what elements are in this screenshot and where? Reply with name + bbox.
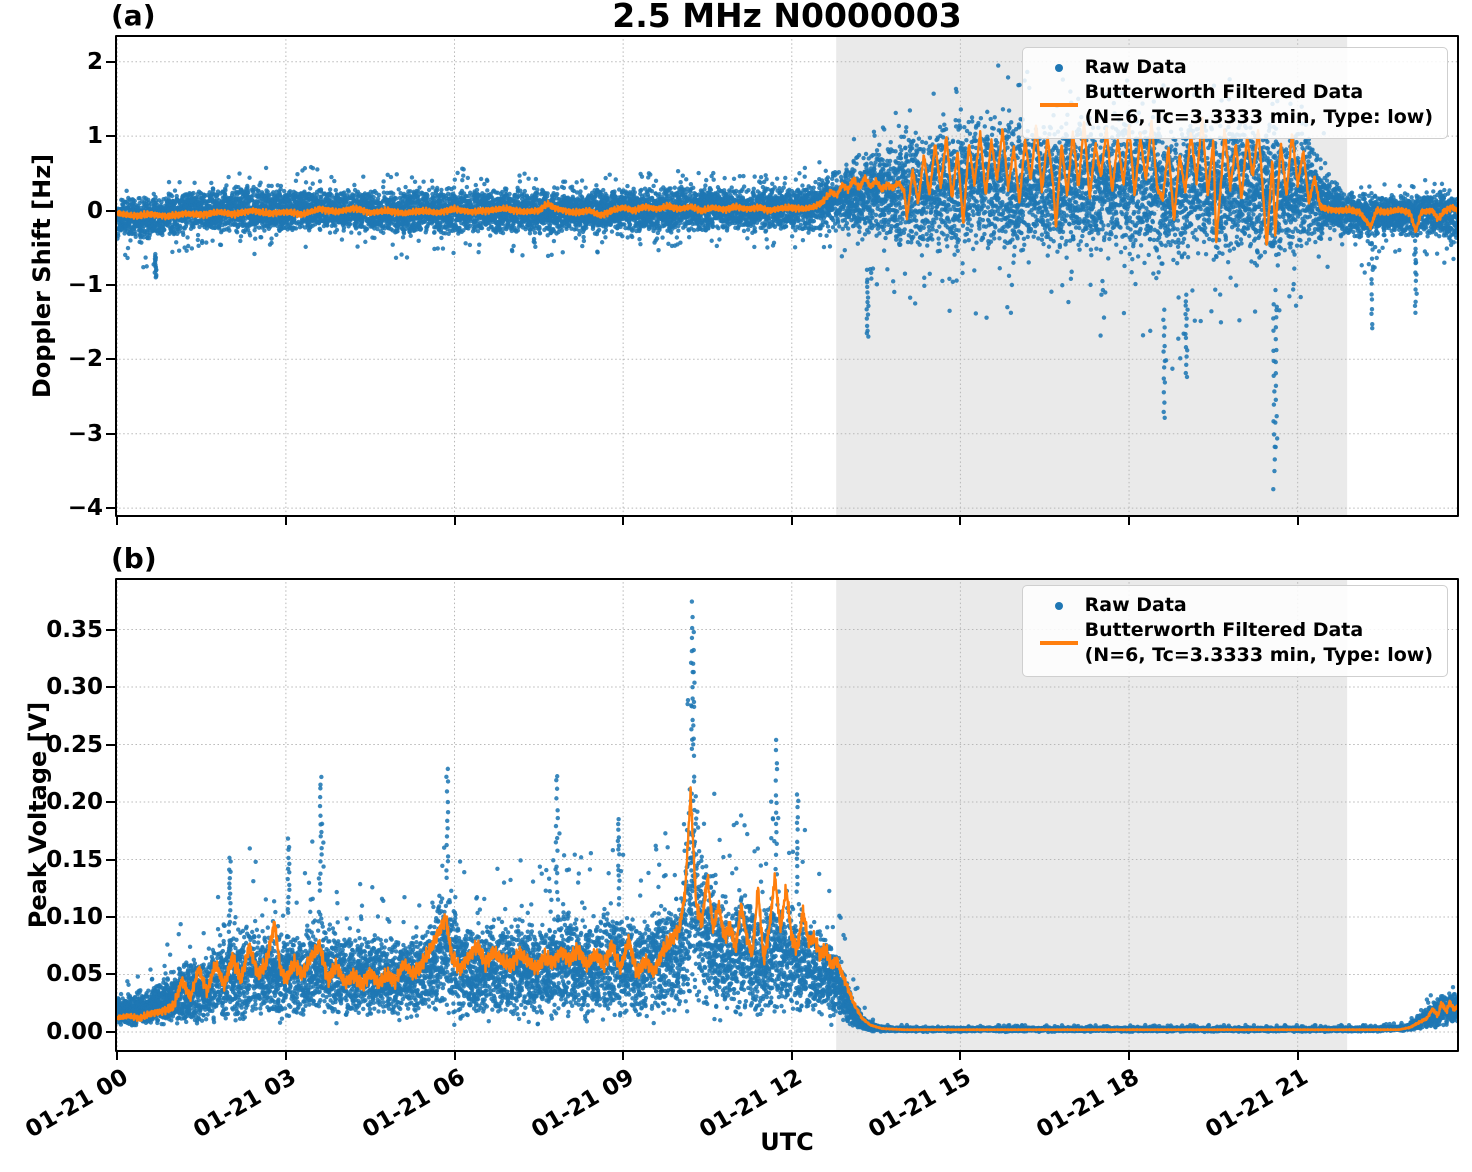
legend-filtered-line1: Butterworth Filtered Data <box>1084 619 1364 642</box>
y-tick-label: 0.35 <box>46 616 103 643</box>
legend-raw-data-row: Raw Data <box>1033 593 1433 618</box>
y-tickmark <box>106 507 115 510</box>
y-tick-label: 0 <box>86 197 103 224</box>
y-tickmark <box>106 686 115 688</box>
chart-title: 2.5 MHz N0000003 <box>612 0 962 35</box>
y-tickmark <box>106 743 115 746</box>
doppler-shift-axis-label: Doppler Shift [Hz] <box>28 153 56 399</box>
y-tickmark <box>106 628 115 631</box>
x-tick-label: 01-21 00 <box>20 1064 133 1144</box>
x-tickmark <box>790 517 793 525</box>
legend-filtered-data-label: Butterworth Filtered Data (N=6, Tc=3.333… <box>1085 618 1433 668</box>
x-tickmark <box>959 1052 962 1060</box>
legend-filtered-line2: (N=6, Tc=3.3333 min, Type: low) <box>1084 644 1433 667</box>
x-tickmark <box>116 517 119 525</box>
x-tick-label: 01-21 15 <box>864 1064 976 1144</box>
legend-panel-b: Raw Data Butterworth Filtered Data (N=6,… <box>1021 585 1448 678</box>
x-tickmark <box>622 517 625 525</box>
x-tickmark <box>790 1052 793 1060</box>
peak-voltage-plot-area: Raw Data Butterworth Filtered Data (N=6,… <box>115 578 1459 1052</box>
x-tick-label: 01-21 18 <box>1032 1064 1145 1144</box>
x-tickmark <box>622 1052 625 1060</box>
y-tick-label: 0.20 <box>46 789 103 815</box>
x-tick-label: 01-21 03 <box>189 1064 301 1144</box>
legend-raw-data-label: Raw Data <box>1084 594 1187 616</box>
legend-filtered-line2: (N=6, Tc=3.3333 min, Type: low) <box>1084 106 1433 129</box>
y-tickmark <box>106 209 115 212</box>
y-tickmark <box>106 60 115 63</box>
x-tickmark <box>1128 1052 1131 1060</box>
raw-data-dot-icon <box>1033 601 1085 610</box>
legend-panel-a: Raw Data Butterworth Filtered Data (N=6,… <box>1021 47 1448 140</box>
y-tick-label: 0.10 <box>46 903 103 930</box>
y-tick-label: 0.30 <box>46 674 103 700</box>
y-tick-label: 2 <box>86 48 103 75</box>
y-tick-label: 0.00 <box>46 1018 103 1045</box>
y-tick-label: −4 <box>67 495 103 522</box>
filtered-line-icon <box>1033 641 1085 646</box>
x-tickmark <box>453 517 456 525</box>
x-tickmark <box>284 517 287 525</box>
legend-raw-data-row: Raw Data <box>1033 55 1433 80</box>
x-tick-label: 01-21 06 <box>358 1064 470 1144</box>
y-tick-label: 0.15 <box>46 846 103 873</box>
y-tickmark <box>106 858 115 861</box>
x-tickmark <box>959 517 962 525</box>
filtered-line-icon <box>1033 103 1085 108</box>
x-tickmark <box>284 1052 287 1060</box>
panel-b-label: (b) <box>111 542 157 575</box>
y-tick-label: 0.05 <box>46 961 103 988</box>
utc-axis-label: UTC <box>760 1128 814 1156</box>
y-tickmark <box>106 801 115 803</box>
raw-data-dot-icon <box>1033 63 1085 72</box>
x-tickmark <box>1296 517 1299 525</box>
y-tick-label: −2 <box>67 346 103 373</box>
y-tickmark <box>106 432 115 435</box>
y-tickmark <box>106 1030 115 1033</box>
panel-a-label: (a) <box>111 0 156 32</box>
legend-raw-data-label: Raw Data <box>1084 56 1187 78</box>
x-tickmark <box>453 1052 456 1060</box>
x-tick-label: 01-21 21 <box>1201 1064 1313 1144</box>
y-tick-label: 1 <box>86 123 103 150</box>
y-tickmark <box>106 915 115 918</box>
y-tick-label: −1 <box>67 271 103 298</box>
legend-filtered-data-row: Butterworth Filtered Data (N=6, Tc=3.333… <box>1033 618 1433 668</box>
x-tickmark <box>1128 517 1131 525</box>
legend-filtered-data-label: Butterworth Filtered Data (N=6, Tc=3.333… <box>1085 80 1433 130</box>
y-tickmark <box>106 973 115 976</box>
x-tick-label: 01-21 09 <box>526 1064 639 1144</box>
y-tickmark <box>106 135 115 138</box>
y-tickmark <box>106 283 115 286</box>
x-tickmark <box>1296 1052 1299 1060</box>
doppler-shift-plot-area: Raw Data Butterworth Filtered Data (N=6,… <box>115 35 1459 517</box>
x-tickmark <box>116 1052 119 1060</box>
y-tick-label: −3 <box>67 420 103 447</box>
legend-filtered-line1: Butterworth Filtered Data <box>1084 81 1364 104</box>
y-tick-label: 0.25 <box>46 731 103 758</box>
legend-filtered-data-row: Butterworth Filtered Data (N=6, Tc=3.333… <box>1033 80 1433 130</box>
y-tickmark <box>106 358 115 361</box>
